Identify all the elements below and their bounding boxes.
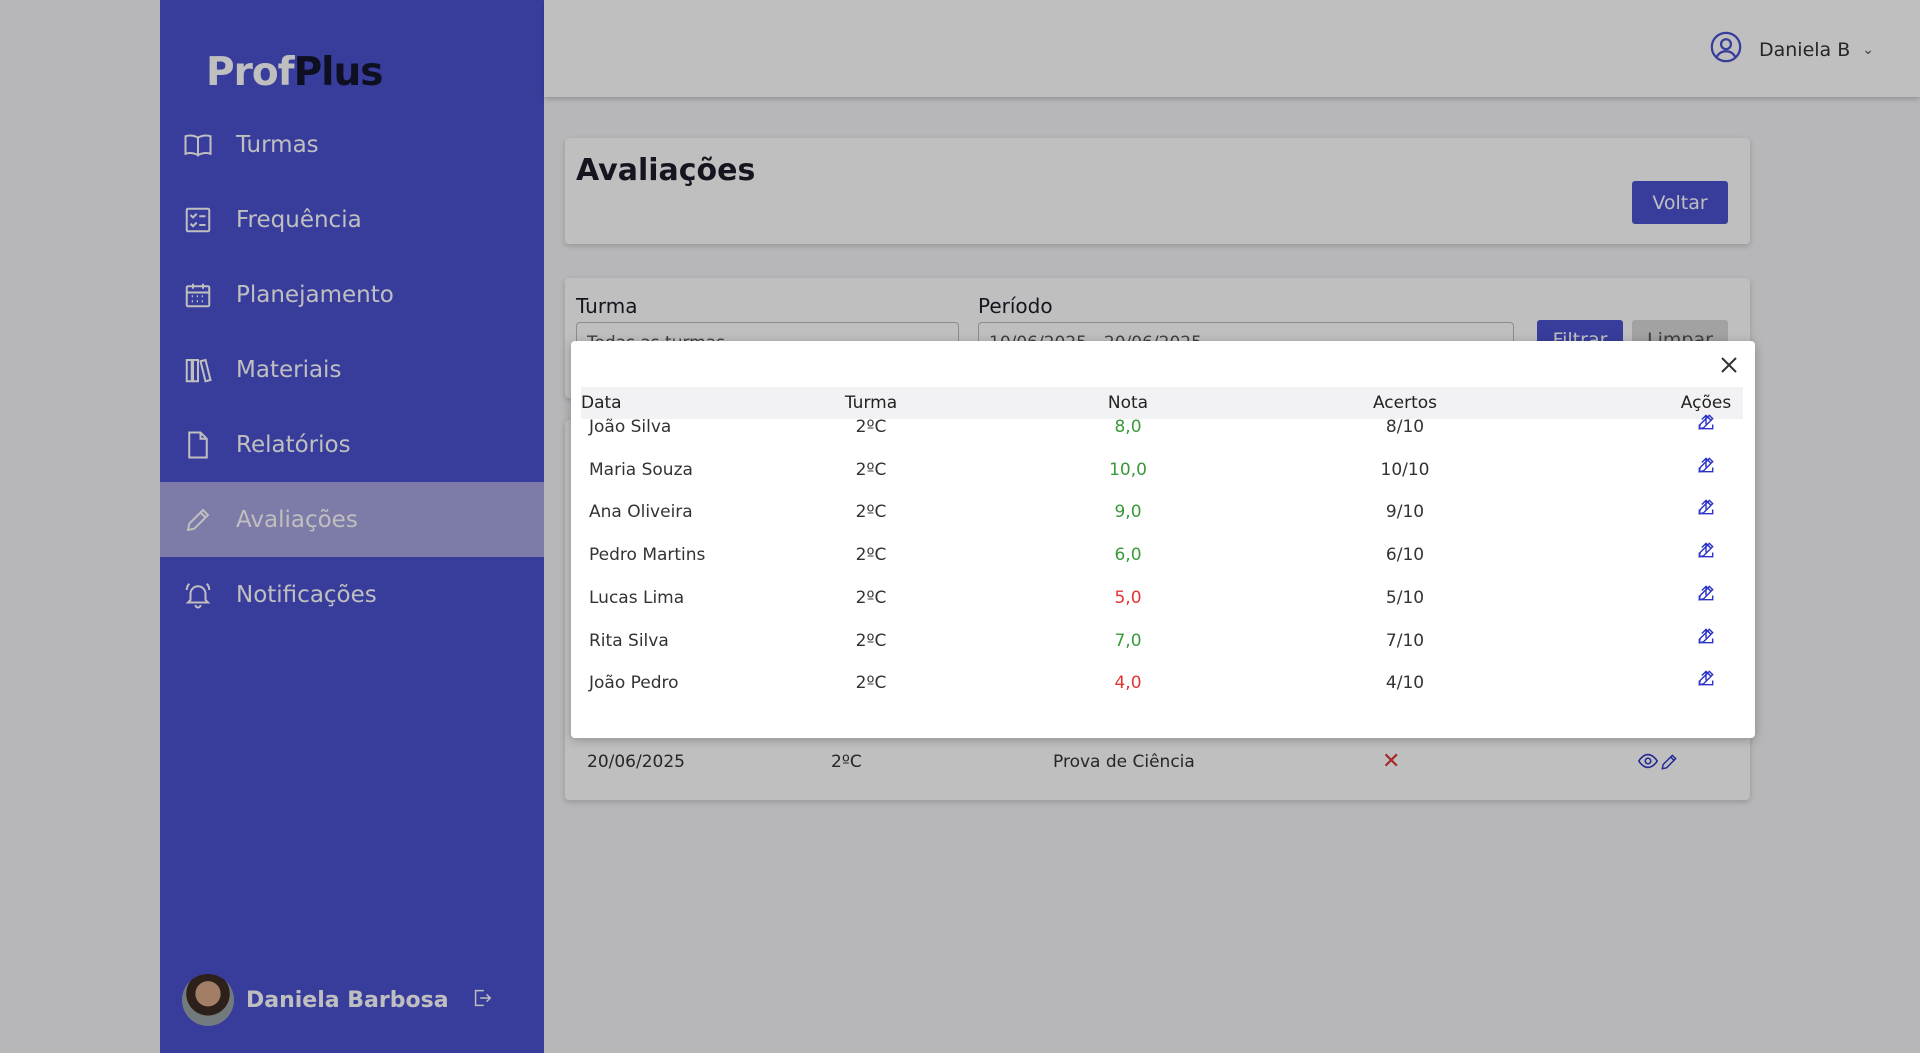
sidebar-user: Daniela Barbosa (182, 974, 493, 1026)
student-name: João Silva (589, 417, 672, 437)
table-row[interactable]: Ana Oliveira 2ºC 9,0 9/10 (581, 496, 1743, 528)
pencil-icon[interactable] (1659, 752, 1679, 772)
logo-part-1: Prof (206, 50, 295, 95)
pencil-icon[interactable] (1696, 411, 1716, 443)
calendar-icon (182, 279, 214, 311)
table-header: Data Turma Nota Acertos Ações (581, 387, 1743, 419)
sidebar-nav: Turmas Frequência Planejamento Materiais… (160, 107, 544, 632)
student-nota: 9,0 (1114, 502, 1142, 523)
student-acertos: 6/10 (1385, 545, 1425, 566)
sidebar-item-label: Frequência (236, 206, 362, 233)
header-acoes: Ações (1680, 393, 1732, 413)
sidebar-item-label: Turmas (236, 131, 319, 158)
pencil-icon[interactable] (1696, 625, 1716, 657)
row-turma: 2ºC (831, 752, 862, 772)
table-row[interactable]: Rita Silva 2ºC 7,0 7/10 (581, 625, 1743, 657)
student-acertos: 4/10 (1385, 673, 1425, 694)
logout-icon[interactable] (471, 987, 493, 1013)
periodo-label: Período (978, 294, 1053, 318)
sidebar: ProfPlus Turmas Frequência Planejamento … (160, 0, 544, 1053)
sidebar-item-notificacoes[interactable]: Notificações (160, 557, 544, 632)
header-nota: Nota (1107, 393, 1149, 413)
student-turma: 2ºC (855, 459, 887, 480)
file-icon (182, 429, 214, 461)
table-row[interactable]: Maria Souza 2ºC 10,0 10/10 (581, 454, 1743, 486)
row-date: 20/06/2025 (587, 752, 685, 772)
avatar (182, 974, 234, 1026)
sidebar-item-avaliacoes[interactable]: Avaliações (160, 482, 544, 557)
library-icon (182, 354, 214, 386)
app-logo: ProfPlus (206, 50, 384, 95)
table-row[interactable]: Lucas Lima 2ºC 5,0 5/10 (581, 582, 1743, 614)
student-nota: 8,0 (1114, 417, 1142, 437)
sidebar-user-name: Daniela Barbosa (246, 987, 449, 1013)
book-open-icon (182, 129, 214, 161)
student-nota: 7,0 (1114, 630, 1142, 651)
student-acertos: 8/10 (1385, 417, 1425, 437)
pencil-icon[interactable] (1696, 539, 1716, 571)
student-acertos: 7/10 (1385, 630, 1425, 651)
student-turma: 2ºC (855, 502, 887, 523)
sidebar-item-label: Planejamento (236, 281, 394, 308)
student-nota: 5,0 (1114, 587, 1142, 608)
header-turma: Turma (844, 393, 898, 413)
table-row[interactable]: João Silva 2ºC 8,0 8/10 (581, 411, 1743, 443)
sidebar-item-relatorios[interactable]: Relatórios (160, 407, 544, 482)
header-user-name: Daniela B (1758, 38, 1851, 61)
student-name: Pedro Martins (589, 545, 706, 566)
pencil-icon[interactable] (1696, 496, 1716, 528)
sidebar-item-planejamento[interactable]: Planejamento (160, 257, 544, 332)
pencil-icon[interactable] (1696, 454, 1716, 486)
student-turma: 2ºC (855, 673, 887, 694)
student-acertos: 5/10 (1385, 587, 1425, 608)
header-acertos: Acertos (1372, 393, 1438, 413)
student-turma: 2ºC (855, 417, 887, 437)
sidebar-item-materiais[interactable]: Materiais (160, 332, 544, 407)
bell-icon (182, 579, 214, 611)
table-row[interactable]: Pedro Martins 2ºC 6,0 6/10 (581, 539, 1743, 571)
chevron-down-icon: ⌄ (1862, 41, 1874, 58)
back-button[interactable]: Voltar (1632, 181, 1728, 224)
pencil-icon[interactable] (1696, 582, 1716, 614)
title-card: Avaliações Voltar (565, 138, 1750, 244)
close-icon[interactable] (1717, 353, 1741, 377)
table-row[interactable]: 20/06/2025 2ºC Prova de Ciência ✕ (587, 749, 1727, 782)
header-data: Data (581, 393, 622, 413)
row-name: Prova de Ciência (1053, 752, 1195, 772)
student-name: Rita Silva (589, 630, 669, 651)
student-turma: 2ºC (855, 630, 887, 651)
student-nota: 6,0 (1114, 545, 1142, 566)
pencil-icon[interactable] (1696, 667, 1716, 699)
student-turma: 2ºC (855, 587, 887, 608)
student-nota: 4,0 (1114, 673, 1142, 694)
table-row[interactable]: João Pedro 2ºC 4,0 4/10 (581, 667, 1743, 699)
row-actions (1637, 750, 1679, 777)
sidebar-item-label: Notificações (236, 581, 377, 608)
user-menu[interactable]: Daniela B ⌄ (1709, 30, 1874, 69)
close-status-icon: ✕ (1382, 749, 1401, 774)
sidebar-item-frequencia[interactable]: Frequência (160, 182, 544, 257)
sidebar-item-label: Relatórios (236, 431, 351, 458)
student-acertos: 9/10 (1385, 502, 1425, 523)
results-modal: Data Turma Nota Acertos Ações João Silva… (571, 341, 1755, 738)
sidebar-item-turmas[interactable]: Turmas (160, 107, 544, 182)
student-name: Lucas Lima (589, 587, 685, 608)
student-nota: 10,0 (1109, 459, 1147, 480)
student-name: Maria Souza (589, 459, 693, 480)
checklist-icon (182, 204, 214, 236)
user-circle-icon (1709, 30, 1759, 69)
topbar: Daniela B ⌄ (544, 0, 1920, 97)
turma-label: Turma (576, 294, 638, 318)
pencil-icon (182, 504, 214, 536)
sidebar-item-label: Avaliações (236, 506, 358, 533)
student-name: João Pedro (589, 673, 679, 694)
student-turma: 2ºC (855, 545, 887, 566)
student-name: Ana Oliveira (589, 502, 693, 523)
logo-part-2: Plus (293, 50, 384, 95)
eye-icon[interactable] (1637, 750, 1659, 772)
student-acertos: 10/10 (1380, 459, 1430, 480)
page-title: Avaliações (576, 153, 756, 188)
sidebar-item-label: Materiais (236, 356, 342, 383)
